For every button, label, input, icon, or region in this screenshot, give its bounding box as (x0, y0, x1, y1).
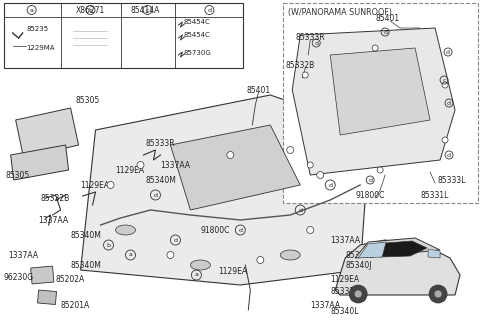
Ellipse shape (135, 33, 162, 46)
Polygon shape (292, 28, 455, 175)
Circle shape (227, 151, 234, 159)
Text: 85340J: 85340J (345, 261, 372, 269)
Text: 1337AA: 1337AA (310, 300, 340, 309)
Circle shape (287, 147, 294, 153)
Polygon shape (358, 242, 386, 258)
Text: 1337AA: 1337AA (160, 161, 191, 170)
Circle shape (442, 82, 448, 88)
Circle shape (167, 252, 174, 258)
Circle shape (377, 167, 383, 173)
Text: d: d (298, 207, 302, 213)
Text: 85332B: 85332B (41, 193, 70, 203)
Polygon shape (428, 249, 440, 258)
Text: 85730G: 85730G (183, 50, 211, 56)
Polygon shape (170, 125, 300, 210)
Text: 85340M: 85340M (71, 261, 101, 269)
Text: a: a (129, 253, 132, 257)
Text: 85333R: 85333R (145, 139, 175, 148)
Text: d: d (239, 227, 242, 233)
Text: 85331L: 85331L (420, 191, 448, 200)
Circle shape (307, 162, 313, 168)
Circle shape (107, 182, 114, 189)
Bar (37, 290, 57, 305)
Text: 1129EA: 1129EA (81, 181, 110, 190)
Text: d: d (328, 182, 332, 187)
Text: b: b (107, 243, 110, 247)
Bar (31, 266, 54, 284)
Text: 1129EA: 1129EA (116, 165, 144, 174)
Polygon shape (81, 95, 370, 285)
Circle shape (307, 226, 314, 234)
Text: 85305: 85305 (6, 171, 30, 180)
Circle shape (372, 45, 378, 51)
Text: d: d (314, 40, 318, 46)
Polygon shape (335, 240, 460, 295)
Polygon shape (11, 145, 69, 180)
Ellipse shape (116, 225, 135, 235)
Bar (4, 3, 243, 68)
Text: 85340M: 85340M (71, 231, 101, 239)
Text: 1337AA: 1337AA (330, 235, 360, 245)
Text: d: d (154, 193, 157, 197)
Text: d: d (368, 178, 372, 182)
Text: d: d (383, 29, 387, 35)
Text: 85401: 85401 (246, 86, 270, 95)
Text: 85454C: 85454C (183, 32, 210, 38)
Text: 85235: 85235 (26, 26, 49, 32)
Polygon shape (330, 48, 430, 135)
Text: 91800C: 91800C (200, 225, 230, 234)
Text: a: a (30, 7, 34, 13)
Circle shape (349, 285, 367, 303)
Text: a: a (194, 273, 198, 277)
Text: 1129EA: 1129EA (218, 267, 248, 276)
Text: d: d (447, 152, 451, 158)
Text: d: d (207, 7, 211, 13)
Circle shape (442, 137, 448, 143)
Text: 85202A: 85202A (56, 276, 85, 285)
Text: 1337AA: 1337AA (9, 251, 38, 259)
Circle shape (317, 172, 324, 179)
Bar (69, 25, 110, 53)
Text: 85332B: 85332B (285, 60, 314, 69)
Text: 85454C: 85454C (183, 19, 210, 25)
Text: d: d (446, 49, 450, 55)
Circle shape (257, 256, 264, 264)
Text: b: b (88, 7, 93, 13)
Text: 85333R: 85333R (295, 33, 325, 41)
Text: c: c (442, 78, 446, 82)
Text: 1129EA: 1129EA (330, 276, 360, 285)
Text: 85414A: 85414A (131, 5, 160, 15)
Circle shape (354, 290, 362, 298)
Text: d: d (173, 237, 178, 243)
Bar (283, 3, 478, 203)
Text: 85331L: 85331L (330, 287, 359, 297)
Ellipse shape (280, 250, 300, 260)
Text: 85401: 85401 (375, 14, 399, 23)
Text: 1337AA: 1337AA (38, 215, 69, 224)
Text: 85201A: 85201A (60, 300, 90, 309)
Text: X86271: X86271 (75, 5, 105, 15)
Polygon shape (355, 238, 440, 258)
Text: 85333L: 85333L (437, 175, 466, 184)
Circle shape (302, 72, 308, 78)
Text: 85340L: 85340L (330, 307, 359, 317)
Text: 96230G: 96230G (4, 274, 34, 283)
Text: 85340M: 85340M (145, 175, 176, 184)
Text: 85305: 85305 (75, 96, 100, 105)
Text: c: c (146, 7, 149, 13)
Text: 91800C: 91800C (355, 191, 384, 200)
Text: d: d (447, 100, 451, 106)
Polygon shape (16, 108, 79, 158)
Polygon shape (373, 241, 427, 257)
Text: (W/PANORAMA SUNROOF): (W/PANORAMA SUNROOF) (288, 7, 392, 16)
Text: 85333L: 85333L (345, 251, 374, 259)
Circle shape (137, 162, 144, 169)
Circle shape (429, 285, 447, 303)
Circle shape (434, 290, 442, 298)
Ellipse shape (191, 260, 210, 270)
Text: 1229MA: 1229MA (26, 45, 55, 51)
